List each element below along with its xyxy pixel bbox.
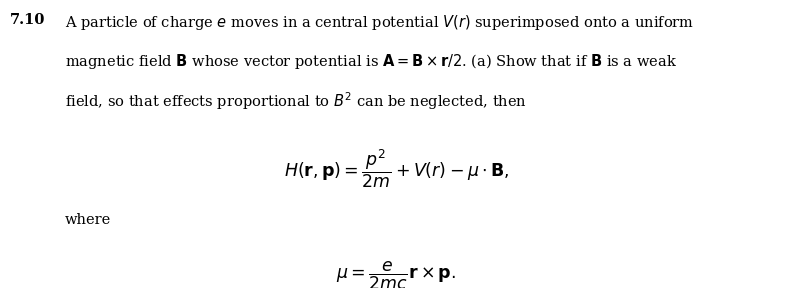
Text: A particle of charge $e$ moves in a central potential $V(r)$ superimposed onto a: A particle of charge $e$ moves in a cent… — [65, 13, 694, 32]
Text: where: where — [65, 213, 111, 227]
Text: $\mu = \dfrac{e}{2mc}\mathbf{r} \times \mathbf{p}.$: $\mu = \dfrac{e}{2mc}\mathbf{r} \times \… — [336, 260, 457, 288]
Text: magnetic field $\mathbf{B}$ whose vector potential is $\mathbf{A} = \mathbf{B} \: magnetic field $\mathbf{B}$ whose vector… — [65, 52, 677, 71]
Text: $H(\mathbf{r}, \mathbf{p}) = \dfrac{p^2}{2m} + V(r) - \mu \cdot \mathbf{B},$: $H(\mathbf{r}, \mathbf{p}) = \dfrac{p^2}… — [284, 147, 509, 190]
Text: field, so that effects proportional to $B^2$ can be neglected, then: field, so that effects proportional to $… — [65, 91, 527, 112]
Text: 7.10: 7.10 — [10, 13, 46, 27]
